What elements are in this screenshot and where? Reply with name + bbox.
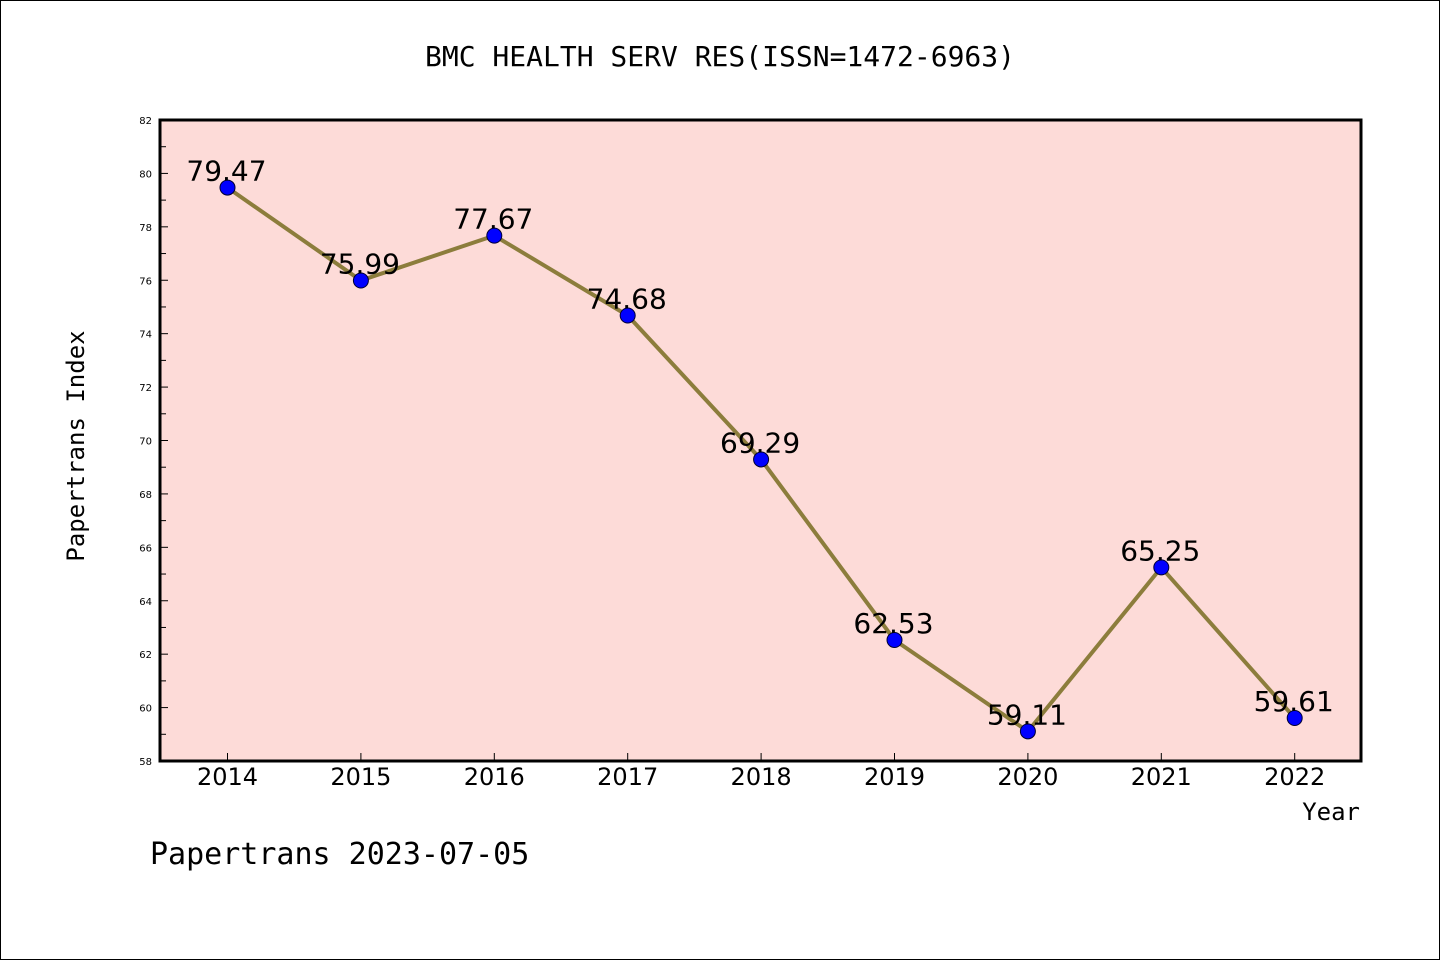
y-tick-label: 60 [139, 704, 152, 715]
data-point [1153, 559, 1170, 576]
x-tick-label: 2021 [1131, 763, 1192, 791]
data-point [753, 451, 770, 468]
chart-title: BMC HEALTH SERV RES(ISSN=1472-6963) [425, 40, 1015, 73]
data-label: 77.67 [453, 203, 533, 236]
y-tick-label: 78 [139, 223, 152, 234]
y-tick-label: 72 [139, 383, 152, 394]
data-label: 75.99 [320, 248, 400, 281]
x-tick-label: 2015 [330, 763, 391, 791]
data-label: 59.61 [1254, 685, 1334, 718]
data-label: 69.29 [720, 426, 800, 459]
x-tick-label: 2022 [1264, 763, 1325, 791]
data-points [219, 179, 1303, 740]
data-label: 74.68 [587, 283, 667, 316]
y-tick-label: 82 [139, 116, 152, 127]
data-labels: 79.47 75.99 77.67 74.68 69.29 62.53 59.11 65.25… [186, 155, 1333, 732]
y-tick-label: 74 [139, 330, 152, 341]
data-point [886, 632, 903, 649]
x-tick-label: 2017 [597, 763, 658, 791]
x-tick-label: 2018 [731, 763, 792, 791]
data-label: 65.25 [1120, 534, 1200, 567]
data-point [1019, 723, 1036, 740]
y-tick-label: 68 [139, 490, 152, 501]
y-tick-label: 80 [139, 169, 152, 180]
plot-area [160, 120, 1361, 761]
y-tick-label: 70 [139, 437, 152, 448]
x-tick-label: 2016 [464, 763, 525, 791]
x-axis-label: Year [1302, 798, 1360, 826]
y-tick-label: 62 [139, 650, 152, 661]
data-point [219, 179, 236, 196]
data-point [352, 272, 369, 289]
x-axis: 2014 2015 2016 2017 2018 2019 2020 2021 2022 [197, 753, 1325, 791]
y-tick-label: 76 [139, 276, 152, 287]
data-label: 62.53 [853, 607, 933, 640]
data-point [486, 227, 503, 244]
y-tick-label: 64 [139, 597, 152, 608]
data-label: 79.47 [186, 155, 266, 188]
x-tick-label: 2014 [197, 763, 258, 791]
y-tick-label: 66 [139, 543, 152, 554]
y-tick-label: 58 [139, 757, 152, 768]
plot-border [158, 118, 1363, 763]
y-axis-label: Papertrans Index [62, 330, 90, 561]
data-label: 59.11 [987, 698, 1067, 731]
footer-text: Papertrans 2023-07-05 [150, 837, 529, 872]
data-point [1286, 709, 1303, 726]
data-point [619, 307, 636, 324]
x-tick-label: 2020 [997, 763, 1058, 791]
x-tick-label: 2019 [864, 763, 925, 791]
